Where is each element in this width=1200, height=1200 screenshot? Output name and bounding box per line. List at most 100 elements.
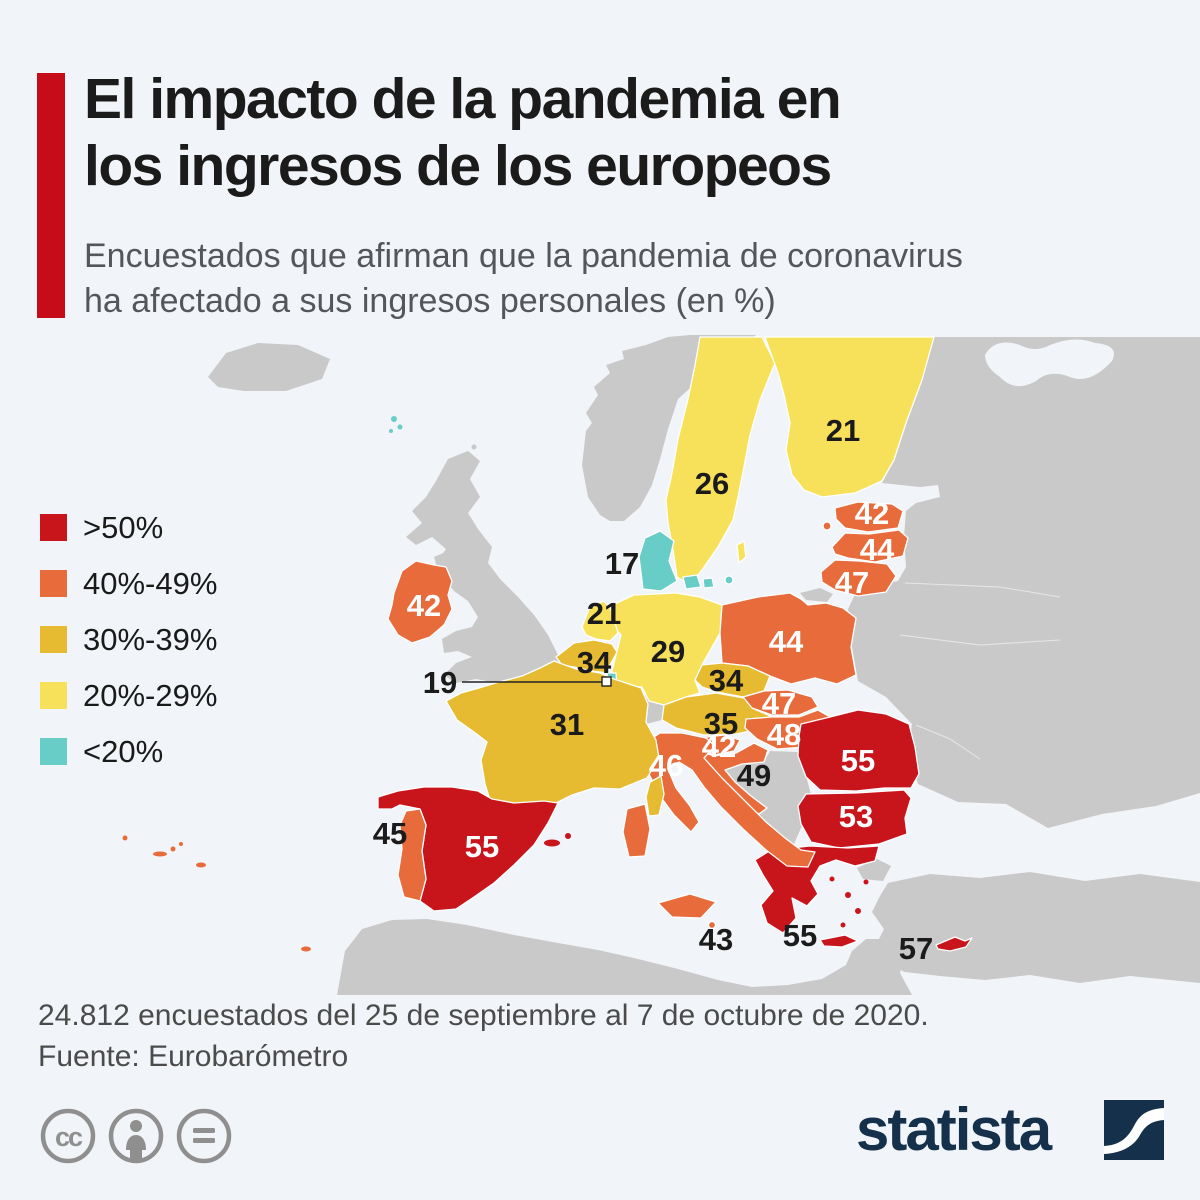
internal-border-ukraine: [899, 634, 1061, 646]
shetland-islands: [471, 444, 477, 450]
page-title: El impacto de la pandemia en los ingreso…: [84, 66, 1164, 200]
country-bulgaria: [797, 789, 912, 849]
luxembourg-callout: [462, 676, 612, 687]
title-line-2: los ingresos de los europeos: [84, 134, 832, 198]
europe-choropleth-map: 21 26 17 42 44 47 42 21 34 19 29 44 34 4…: [0, 335, 1200, 995]
legend-label: 40%-49%: [83, 565, 218, 601]
value-label-hungria: 48: [767, 717, 801, 752]
island-sardinia: [622, 803, 651, 858]
value-label-malta: 43: [699, 922, 733, 957]
title-line-1: El impacto de la pandemia en: [84, 67, 842, 131]
survey-note: 24.812 encuestados del 25 de septiembre …: [38, 999, 929, 1032]
value-label-rumania: 55: [841, 743, 875, 778]
statista-logo[interactable]: statista: [856, 1096, 1168, 1169]
value-label-dinamarca: 17: [605, 546, 639, 581]
legend-item-gt50: >50%: [40, 510, 217, 545]
denmark-islands: [682, 574, 715, 590]
country-estonia: [834, 501, 904, 533]
legend-label: >50%: [83, 509, 164, 545]
island-bornholm: [724, 575, 734, 585]
value-label-bulgaria: 53: [839, 799, 873, 834]
legend-label: 20%-29%: [83, 677, 218, 713]
callout-marker: [601, 676, 612, 687]
island-sicily: [657, 893, 717, 919]
faroe-islands: [389, 416, 403, 433]
value-label-paises-bajos: 21: [587, 596, 621, 631]
region-kaliningrad: [800, 588, 833, 602]
value-label-lituania: 47: [835, 565, 869, 600]
legend-swatch-red: [40, 514, 67, 541]
attribution-person-icon[interactable]: [108, 1108, 164, 1164]
country-finland: [764, 336, 935, 498]
non-eu-landmasses: [208, 335, 1200, 995]
value-label-estonia: 42: [855, 496, 889, 531]
no-derivatives-icon[interactable]: [176, 1108, 232, 1164]
island-crete: [819, 934, 859, 948]
country-greece: [754, 845, 880, 934]
value-label-chipre: 57: [899, 931, 933, 966]
country-italy: [637, 732, 816, 868]
internal-border-moldova: [915, 724, 981, 760]
legend-label: <20%: [83, 733, 164, 769]
value-label-irlanda: 42: [407, 588, 441, 623]
country-lithuania: [820, 559, 897, 597]
island-malta: [707, 920, 717, 930]
value-label-belgica: 34: [577, 645, 612, 680]
country-value-labels: 21 26 17 42 44 47 42 21 34 19 29 44 34 4…: [373, 413, 933, 966]
country-netherlands: [581, 600, 619, 642]
region-russia-east-europe: [848, 337, 1200, 828]
value-label-eslovaquia: 47: [762, 686, 796, 721]
legend-item-20-29: 20%-29%: [40, 678, 217, 713]
title-accent-bar: [37, 73, 65, 318]
internal-border-belarus: [904, 582, 1061, 598]
source-note: Fuente: Eurobarómetro: [38, 1040, 349, 1073]
region-north-africa: [337, 919, 912, 995]
value-label-alemania: 29: [651, 634, 685, 669]
cc-icon[interactable]: cc: [40, 1108, 96, 1164]
country-latvia: [831, 529, 909, 563]
value-label-espana: 55: [465, 829, 499, 864]
legend-item-lt20: <20%: [40, 734, 217, 769]
region-european-turkey: [857, 859, 891, 881]
value-label-italia: 46: [649, 748, 683, 783]
subtitle-line-2: ha afectado a sus ingresos personales (e…: [84, 282, 776, 320]
white-sea-inlet: [985, 339, 1114, 387]
country-norway: [582, 335, 756, 521]
statista-logo-mark: [1104, 1100, 1164, 1160]
aegean-islands: [829, 876, 869, 928]
subtitle-line-1: Encuestados que afirman que la pandemia …: [84, 237, 963, 275]
azores-madeira-islands: [122, 835, 311, 952]
legend-label: 30%-39%: [83, 621, 218, 657]
balearic-islands: [544, 833, 571, 847]
value-label-letonia: 44: [860, 532, 895, 567]
value-label-luxemburgo: 19: [423, 665, 457, 700]
country-czechia: [694, 662, 771, 698]
country-cyprus: [935, 936, 973, 952]
country-united-kingdom: [406, 451, 562, 687]
country-romania: [797, 709, 920, 792]
country-ireland: [387, 560, 453, 644]
value-label-austria: 35: [704, 706, 738, 741]
statista-wordmark: statista: [856, 1098, 1053, 1163]
svg-text:cc: cc: [55, 1122, 83, 1152]
page-subtitle: Encuestados que afirman que la pandemia …: [84, 234, 1164, 324]
legend-swatch-teal: [40, 738, 67, 765]
estonia-islands: [822, 521, 832, 531]
value-label-chequia: 34: [709, 663, 744, 698]
value-label-croacia: 49: [737, 758, 771, 793]
eu-countries: [122, 336, 973, 952]
legend-swatch-yellow: [40, 682, 67, 709]
orkney-islands: [463, 454, 469, 460]
value-label-francia: 31: [550, 707, 584, 742]
country-portugal: [397, 808, 427, 902]
value-label-eslovenia: 42: [702, 729, 736, 764]
legend-item-40-49: 40%-49%: [40, 566, 217, 601]
value-label-grecia: 55: [783, 918, 817, 953]
legend-swatch-gold: [40, 626, 67, 653]
cc-license-badges[interactable]: cc: [40, 1106, 272, 1171]
country-turkey: [872, 872, 1200, 983]
island-gotland: [736, 540, 747, 564]
value-label-suecia: 26: [695, 466, 729, 501]
legend-item-30-39: 30%-39%: [40, 622, 217, 657]
